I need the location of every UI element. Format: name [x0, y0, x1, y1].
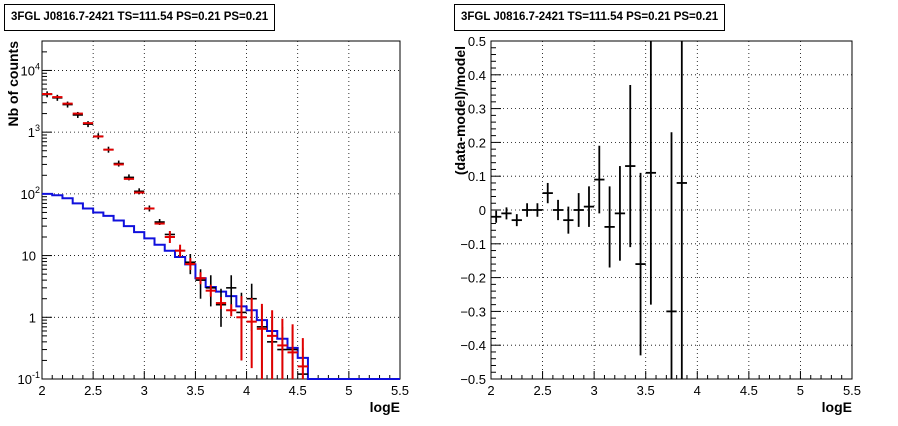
y-tick-label: 0.3 [468, 102, 486, 117]
model-point [174, 244, 186, 257]
residual-point [542, 182, 553, 204]
y-tick-label: 0.2 [468, 135, 486, 150]
y-tick-label: 0 [479, 203, 486, 218]
counts-chart: 2 2.5 3 3.5 4 4.5 5 5.5 10-1 1 10 102 13 104 logE Nb of… [5, 40, 409, 415]
y-tick-label: 102 [21, 185, 40, 202]
residual-point [491, 210, 502, 223]
residuals-chart: 2 2.5 3 3.5 4 4.5 5 5.5 −0.5 −0.4 −0.3 −0.2 −0.1 0 0.1… [452, 34, 861, 415]
model-point [226, 304, 237, 317]
x-tick-label: 5.5 [843, 383, 861, 398]
residual-point [666, 132, 677, 379]
residual-point [511, 214, 522, 227]
residual-point [552, 199, 564, 221]
residual-point [583, 186, 595, 227]
x-tick-label: 4 [694, 383, 701, 398]
y-tick-label: 10 [22, 249, 36, 264]
residual-point [635, 172, 646, 356]
x-tick-label: 3.5 [637, 383, 655, 398]
residual-point [614, 166, 626, 261]
model-point [195, 272, 206, 285]
y-axis-title: Nb of counts [5, 41, 21, 127]
residual-point [573, 193, 584, 227]
model-point [297, 338, 308, 379]
residual-point [594, 145, 605, 214]
y-tick-label: −0.2 [460, 271, 486, 286]
model-point [277, 318, 288, 379]
x-tick-label: 5 [345, 383, 352, 398]
x-axis-title: logE [822, 399, 852, 415]
residual-point [532, 203, 543, 217]
x-tick-label: 5.5 [391, 383, 409, 398]
y-tick-label: 0.4 [468, 68, 486, 83]
x-tick-label: 3.5 [186, 383, 204, 398]
residual-point [521, 203, 533, 217]
residual-point [604, 186, 615, 268]
x-tick-label: 4 [243, 383, 250, 398]
x-tick-label: 3 [141, 383, 148, 398]
left-plot-title: 3FGL J0816.7-2421 TS=111.54 PS=0.21 PS=0… [4, 4, 276, 31]
x-tick-label: 4.5 [289, 383, 307, 398]
y-tick-label: 0.1 [468, 169, 486, 184]
right-plot-panel: 3FGL J0816.7-2421 TS=111.54 PS=0.21 PS=0… [449, 0, 898, 421]
model-point [185, 258, 196, 271]
model-point [164, 231, 175, 244]
x-tick-label: 2 [38, 383, 45, 398]
residual-point [501, 207, 512, 220]
residual-point [645, 41, 657, 305]
model-point [215, 297, 227, 310]
model-point [287, 324, 298, 379]
x-tick-label: 3 [591, 383, 598, 398]
y-tick-label: −0.1 [460, 237, 486, 252]
residual-point [625, 84, 636, 248]
model-point [205, 284, 216, 297]
y-tick-label: 10-1 [18, 370, 40, 387]
right-plot-title: 3FGL J0816.7-2421 TS=111.54 PS=0.21 PS=0… [454, 4, 726, 31]
x-tick-label: 5 [797, 383, 804, 398]
y-tick-label: 0.5 [468, 34, 486, 49]
model-point [256, 303, 268, 379]
model-point [246, 298, 257, 369]
y-tick-label: 13 [28, 123, 40, 140]
x-tick-label: 2.5 [534, 383, 552, 398]
x-tick-label: 2.5 [84, 383, 102, 398]
x-tick-label: 2 [487, 383, 494, 398]
residual-point [676, 41, 687, 379]
background-model-line [42, 192, 400, 380]
y-axis-title: (data-model)/model [452, 46, 468, 175]
residual-point [563, 206, 574, 234]
y-tick-label: −0.3 [460, 304, 486, 319]
model-point [236, 296, 247, 361]
y-tick-label: 104 [21, 61, 40, 78]
y-tick-label: −0.5 [460, 372, 486, 387]
y-tick-label: −0.4 [460, 338, 486, 353]
x-tick-label: 4.5 [740, 383, 758, 398]
left-plot-panel: 3FGL J0816.7-2421 TS=111.54 PS=0.21 PS=0… [0, 0, 449, 421]
plot-frame [41, 40, 401, 380]
model-point [267, 310, 278, 379]
x-axis-title: logE [370, 399, 400, 415]
y-tick-label: 1 [29, 310, 36, 325]
